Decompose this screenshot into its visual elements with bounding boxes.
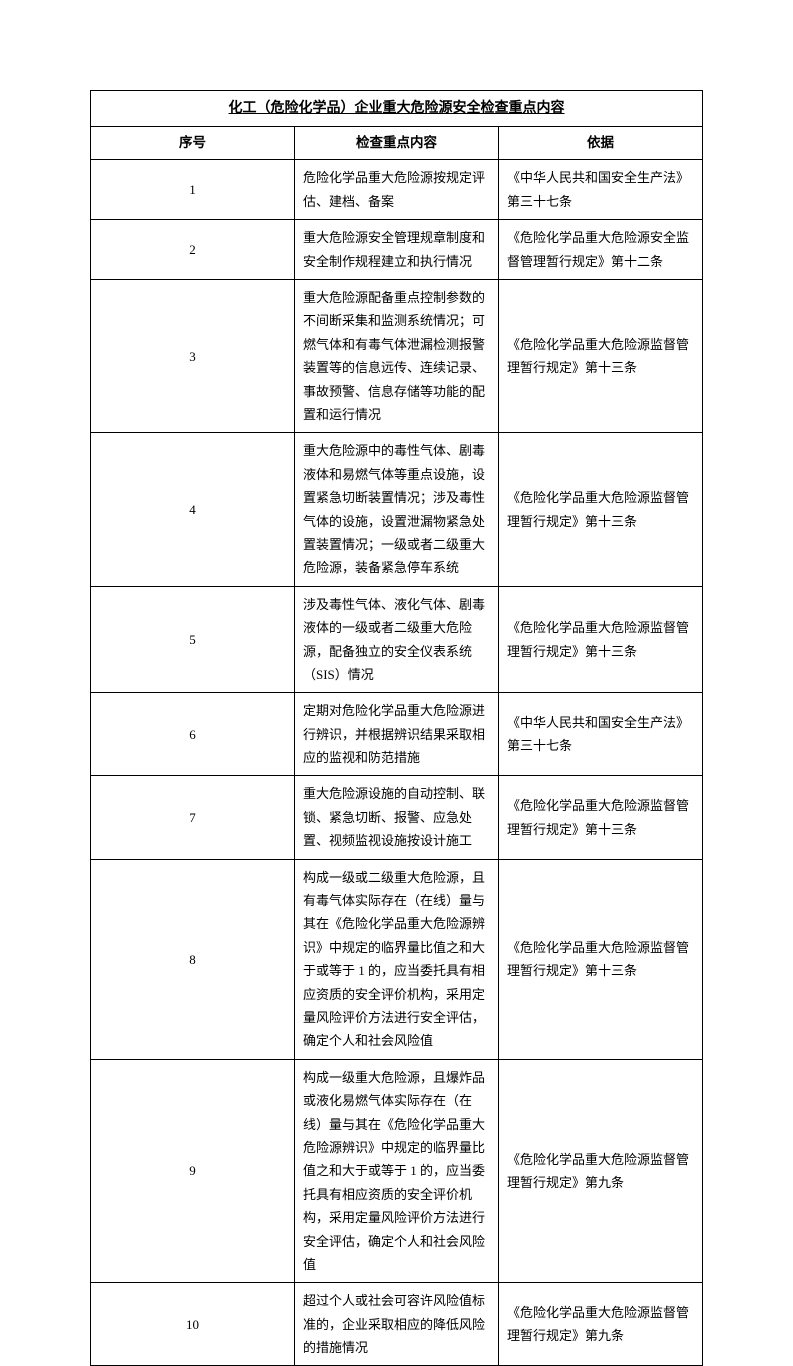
cell-content: 构成一级重大危险源，且爆炸品或液化易燃气体实际存在（在线）量与其在《危险化学品重… [295,1059,499,1283]
table-row: 5涉及毒性气体、液化气体、剧毒液体的一级或者二级重大危险源，配备独立的安全仪表系… [91,586,703,693]
cell-seq: 2 [91,220,295,280]
cell-basis: 《危险化学品重大危险源监督管理暂行规定》第十三条 [499,586,703,693]
table-header-row: 序号 检查重点内容 依据 [91,127,703,160]
cell-seq: 6 [91,693,295,776]
cell-seq: 4 [91,433,295,586]
cell-seq: 5 [91,586,295,693]
cell-content: 定期对危险化学品重大危险源进行辨识，并根据辨识结果采取相应的监视和防范措施 [295,693,499,776]
table-row: 1危险化学品重大危险源按规定评估、建档、备案《中华人民共和国安全生产法》第三十七… [91,160,703,220]
cell-basis: 《危险化学品重大危险源监督管理暂行规定》第九条 [499,1059,703,1283]
header-basis: 依据 [499,127,703,160]
cell-basis: 《中华人民共和国安全生产法》第三十七条 [499,693,703,776]
cell-content: 涉及毒性气体、液化气体、剧毒液体的一级或者二级重大危险源，配备独立的安全仪表系统… [295,586,499,693]
cell-seq: 8 [91,859,295,1059]
cell-basis: 《危险化学品重大危险源监督管理暂行规定》第十三条 [499,433,703,586]
cell-basis: 《危险化学品重大危险源安全监督管理暂行规定》第十二条 [499,220,703,280]
table-row: 4重大危险源中的毒性气体、剧毒液体和易燃气体等重点设施，设置紧急切断装置情况；涉… [91,433,703,586]
cell-content: 构成一级或二级重大危险源，且有毒气体实际存在（在线）量与其在《危险化学品重大危险… [295,859,499,1059]
cell-basis: 《危险化学品重大危险源监督管理暂行规定》第十三条 [499,859,703,1059]
cell-seq: 3 [91,280,295,433]
cell-content: 超过个人或社会可容许风险值标准的，企业采取相应的降低风险的措施情况 [295,1283,499,1366]
table-row: 2重大危险源安全管理规章制度和安全制作规程建立和执行情况《危险化学品重大危险源安… [91,220,703,280]
cell-content: 重大危险源安全管理规章制度和安全制作规程建立和执行情况 [295,220,499,280]
cell-seq: 1 [91,160,295,220]
cell-seq: 10 [91,1283,295,1366]
table-row: 8构成一级或二级重大危险源，且有毒气体实际存在（在线）量与其在《危险化学品重大危… [91,859,703,1059]
cell-seq: 9 [91,1059,295,1283]
cell-content: 重大危险源配备重点控制参数的不间断采集和监测系统情况；可燃气体和有毒气体泄漏检测… [295,280,499,433]
table-row: 7重大危险源设施的自动控制、联锁、紧急切断、报警、应急处置、视频监视设施按设计施… [91,776,703,859]
cell-basis: 《危险化学品重大危险源监督管理暂行规定》第十三条 [499,280,703,433]
cell-content: 危险化学品重大危险源按规定评估、建档、备案 [295,160,499,220]
table-row: 9构成一级重大危险源，且爆炸品或液化易燃气体实际存在（在线）量与其在《危险化学品… [91,1059,703,1283]
inspection-table: 化工（危险化学品）企业重大危险源安全检查重点内容 序号 检查重点内容 依据 1危… [90,90,703,1366]
header-content: 检查重点内容 [295,127,499,160]
cell-basis: 《危险化学品重大危险源监督管理暂行规定》第十三条 [499,776,703,859]
cell-basis: 《中华人民共和国安全生产法》第三十七条 [499,160,703,220]
header-seq: 序号 [91,127,295,160]
table-row: 3重大危险源配备重点控制参数的不间断采集和监测系统情况；可燃气体和有毒气体泄漏检… [91,280,703,433]
cell-content: 重大危险源设施的自动控制、联锁、紧急切断、报警、应急处置、视频监视设施按设计施工 [295,776,499,859]
cell-seq: 7 [91,776,295,859]
table-row: 6定期对危险化学品重大危险源进行辨识，并根据辨识结果采取相应的监视和防范措施《中… [91,693,703,776]
cell-content: 重大危险源中的毒性气体、剧毒液体和易燃气体等重点设施，设置紧急切断装置情况；涉及… [295,433,499,586]
table-title: 化工（危险化学品）企业重大危险源安全检查重点内容 [91,91,703,127]
table-body: 1危险化学品重大危险源按规定评估、建档、备案《中华人民共和国安全生产法》第三十七… [91,160,703,1366]
table-row: 10超过个人或社会可容许风险值标准的，企业采取相应的降低风险的措施情况《危险化学… [91,1283,703,1366]
table-title-row: 化工（危险化学品）企业重大危险源安全检查重点内容 [91,91,703,127]
cell-basis: 《危险化学品重大危险源监督管理暂行规定》第九条 [499,1283,703,1366]
